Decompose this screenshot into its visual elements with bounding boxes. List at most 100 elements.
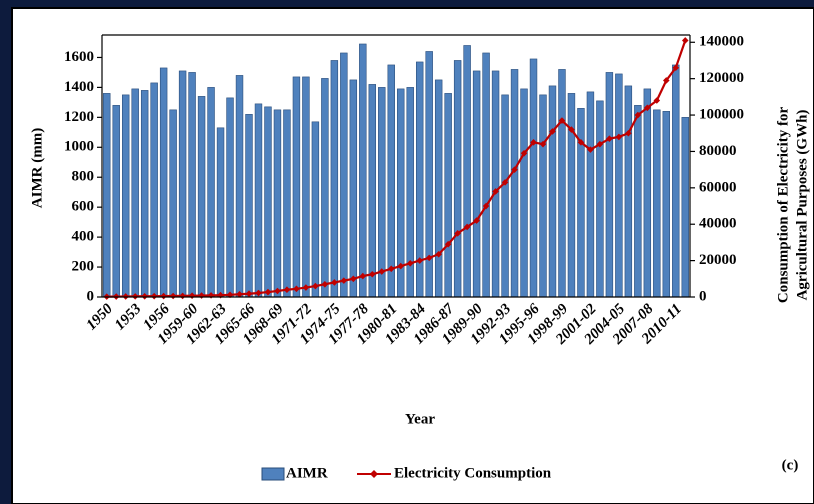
y2-tick-label: 0 [699,288,707,304]
marker [340,277,348,284]
marker [435,250,442,258]
y-tick-label: 1400 [64,79,94,95]
y2-tick-label: 120000 [699,70,744,86]
bar [207,87,215,298]
y-axis-title: AIMR (mm) [29,128,45,208]
bar [558,69,566,298]
marker [359,272,367,280]
bar [681,117,689,298]
bar [387,64,395,298]
bar [615,73,623,298]
marker [644,104,651,112]
marker [473,217,480,224]
marker [378,268,386,275]
bar [188,72,196,298]
bar [131,88,139,298]
marker [293,285,300,293]
marker [520,149,528,157]
marker [482,202,490,210]
marker [236,290,243,298]
bar [216,127,225,298]
marker [131,293,139,300]
marker [217,291,224,299]
marker [198,292,205,299]
marker [444,240,452,248]
bar [539,94,547,298]
y2-tick-label: 80000 [699,143,737,159]
marker [425,254,433,262]
marker [141,292,148,300]
bar [672,64,680,298]
y-tick-label: 0 [87,288,95,304]
x-axis-title: Year [405,411,435,427]
marker [492,188,499,195]
bar [273,109,282,298]
bar [444,93,452,298]
y2-tick-label: 60000 [699,179,737,195]
marker [350,275,357,283]
y-tick-label: 400 [72,229,95,245]
marker [587,146,594,153]
marker [264,288,272,296]
bar [112,105,120,298]
bar [283,109,291,298]
marker [169,292,177,300]
marker [321,280,329,288]
bar [510,69,519,298]
legend-swatch [261,467,285,481]
y-tick-label: 1600 [64,49,94,65]
y-tick-label: 1200 [64,109,94,125]
marker [207,292,215,299]
bar [567,93,576,298]
y2-tick-label: 140000 [699,34,744,50]
bar [321,78,329,298]
y2-axis-title: Consumption of Electricity for [775,107,791,304]
bar [378,87,386,298]
bar [596,100,604,298]
bar [330,60,339,298]
marker [397,262,405,270]
bar [292,76,301,298]
marker [368,270,376,278]
bar [349,79,358,298]
bar [169,109,177,298]
bar [548,85,557,298]
bar [662,111,671,298]
marker [577,139,585,146]
bar [501,94,509,298]
bar [491,70,500,298]
bar [340,52,348,298]
marker [245,290,253,298]
bar [472,70,481,298]
marker [255,289,262,297]
bar [359,43,367,298]
bar [529,58,538,298]
marker [160,292,167,300]
marker [416,257,424,264]
marker [150,292,158,300]
marker [179,292,186,300]
bar [254,103,263,298]
y2-tick-label: 40000 [699,216,737,232]
marker [283,286,291,294]
marker [596,140,604,148]
y-tick-label: 1000 [64,139,94,155]
bar [178,70,187,298]
bar [368,84,377,298]
marker [606,135,613,143]
bar [235,75,244,298]
bar [302,76,310,298]
legend-label: AIMR [286,465,328,481]
marker [625,129,632,137]
bar [586,91,595,298]
bar [463,45,471,298]
y-tick-label: 800 [72,169,95,185]
bar [634,105,642,298]
marker [653,97,661,104]
y2-tick-label: 100000 [699,106,744,122]
bar [434,79,443,298]
bar [159,67,168,298]
marker [302,284,310,291]
marker [672,64,680,72]
